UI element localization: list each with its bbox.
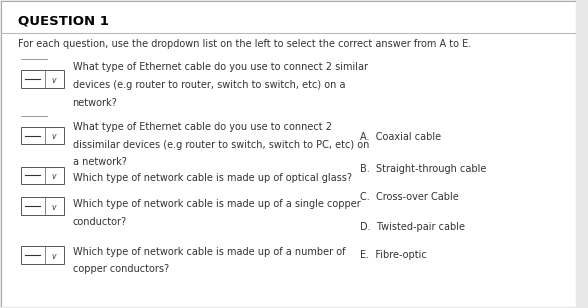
Text: v: v <box>51 132 56 141</box>
Text: a network?: a network? <box>73 157 126 167</box>
Text: devices (e.g router to router, switch to switch, etc) on a: devices (e.g router to router, switch to… <box>73 80 345 90</box>
Text: B.  Straight-through cable: B. Straight-through cable <box>360 164 487 174</box>
Text: v: v <box>51 172 56 181</box>
FancyBboxPatch shape <box>21 70 64 88</box>
Text: network?: network? <box>73 98 118 107</box>
Text: QUESTION 1: QUESTION 1 <box>18 14 109 27</box>
FancyBboxPatch shape <box>21 197 64 215</box>
Text: v: v <box>51 203 56 212</box>
Text: Which type of network cable is made up of optical glass?: Which type of network cable is made up o… <box>73 173 352 183</box>
Text: dissimilar devices (e.g router to switch, switch to PC, etc) on: dissimilar devices (e.g router to switch… <box>73 140 369 150</box>
Text: Which type of network cable is made up of a number of: Which type of network cable is made up o… <box>73 247 345 257</box>
Text: conductor?: conductor? <box>73 217 127 227</box>
Text: Which type of network cable is made up of a single copper: Which type of network cable is made up o… <box>73 199 360 209</box>
Text: E.  Fibre-optic: E. Fibre-optic <box>360 250 427 260</box>
Text: C.  Cross-over Cable: C. Cross-over Cable <box>360 192 459 202</box>
Text: D.  Twisted-pair cable: D. Twisted-pair cable <box>360 222 465 232</box>
Text: For each question, use the dropdown list on the left to select the correct answe: For each question, use the dropdown list… <box>18 39 471 49</box>
Text: What type of Ethernet cable do you use to connect 2 similar: What type of Ethernet cable do you use t… <box>73 62 368 72</box>
FancyBboxPatch shape <box>21 127 64 144</box>
Text: v: v <box>51 75 56 85</box>
Text: v: v <box>51 252 56 261</box>
Text: A.  Coaxial cable: A. Coaxial cable <box>360 132 442 142</box>
FancyBboxPatch shape <box>1 1 576 307</box>
Text: What type of Ethernet cable do you use to connect 2: What type of Ethernet cable do you use t… <box>73 122 332 132</box>
Text: copper conductors?: copper conductors? <box>73 264 169 274</box>
FancyBboxPatch shape <box>21 246 64 264</box>
FancyBboxPatch shape <box>21 167 64 184</box>
